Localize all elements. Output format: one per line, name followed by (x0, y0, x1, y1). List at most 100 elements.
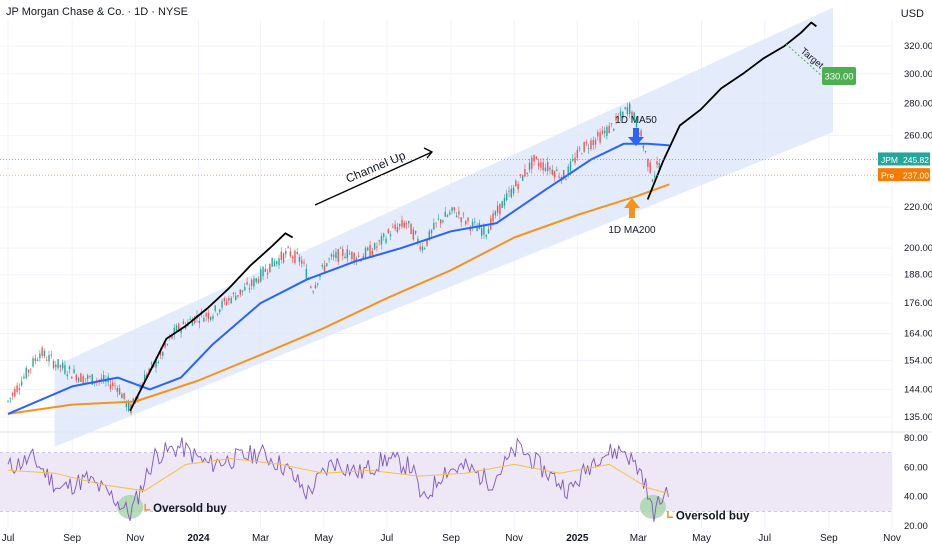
price-candle-body (594, 139, 597, 145)
price-candle-body (82, 376, 84, 384)
channel-up-arrowhead (423, 147, 434, 159)
price-candle-body (14, 388, 16, 397)
price-candle-body (348, 253, 351, 255)
price-candle-body (339, 247, 342, 249)
price-candle-body (346, 249, 349, 259)
price-candle-body (332, 254, 335, 257)
price-candle-body (125, 401, 128, 408)
price-axis-tick: 135.00 (904, 412, 932, 423)
price-candle-body (157, 361, 160, 363)
price-axis-tick: 176.00 (904, 298, 932, 309)
price-candle-body (574, 157, 576, 164)
price-candle-body (116, 387, 119, 393)
price-candle-body (581, 153, 583, 155)
price-candle-body (276, 261, 278, 264)
price-candle-body (371, 250, 374, 255)
time-axis-tick: Nov (883, 533, 901, 544)
price-candle-body (235, 295, 237, 301)
time-axis-tick: Jul (758, 533, 771, 544)
price-axis-tick: 260.00 (904, 130, 932, 141)
price-candle-body (408, 220, 410, 224)
price-candle-body (585, 142, 588, 144)
price-candle-body (39, 353, 41, 359)
price-candle-body (91, 374, 93, 385)
price-candle-body (246, 282, 248, 285)
price-candle-body (89, 375, 91, 377)
price-candle-body (626, 107, 629, 115)
price-candle-body (298, 256, 301, 262)
price-candle-body (531, 157, 533, 169)
price-candle-body (87, 375, 89, 380)
price-candle-body (77, 377, 80, 382)
price-candle-body (565, 179, 567, 181)
price-axis-tick: 144.00 (904, 384, 932, 395)
price-candle-body (282, 253, 285, 263)
price-candle-body (524, 169, 526, 177)
price-axis-tick: 188.00 (904, 270, 932, 281)
price-candle-body (73, 369, 75, 374)
price-candle-body (417, 238, 419, 243)
time-axis-tick: Sep (820, 533, 838, 544)
price-candle-body (328, 258, 330, 260)
price-candle-body (355, 258, 358, 261)
time-axis-tick: Nov (126, 533, 144, 544)
price-candle-body (583, 142, 585, 152)
price-candle-body (647, 158, 649, 167)
price-candle-body (451, 207, 453, 212)
price-candle-body (517, 183, 519, 190)
price-candle-body (264, 268, 267, 272)
price-candle-body (378, 240, 380, 242)
price-axis-tick: 200.00 (904, 243, 932, 254)
price-candle-body (510, 188, 512, 198)
price-candle-body (198, 320, 200, 324)
ma50-arrow (628, 128, 644, 146)
price-candle-body (651, 179, 654, 182)
price-candle-body (285, 251, 287, 255)
price-candle-body (11, 393, 14, 396)
price-candle-body (164, 343, 166, 348)
price-candle-body (303, 262, 305, 264)
price-candle-body (23, 376, 25, 379)
ma50-line (7, 142, 670, 415)
price-candle-body (492, 213, 494, 222)
price-candle-body (640, 130, 642, 137)
price-candle-body (351, 251, 353, 260)
price-candle-body (335, 251, 337, 258)
price-candle-body (428, 231, 430, 241)
price-candle-body (353, 253, 355, 262)
price-candle-body (424, 248, 426, 250)
price-candle-body (617, 117, 620, 119)
pre-price-tag (878, 168, 930, 182)
price-candle-body (102, 375, 105, 382)
price-candle-body (403, 222, 405, 228)
price-candle-body (364, 247, 367, 258)
price-candle-body (155, 360, 157, 368)
price-candle-body (114, 385, 116, 387)
price-candle-body (412, 229, 415, 240)
price-candle-body (123, 392, 125, 399)
price-candle-body (180, 329, 182, 333)
price-candle-body (528, 162, 531, 170)
price-candle-body (392, 226, 394, 228)
price-candle-body (401, 220, 403, 227)
price-candle-body (166, 344, 169, 345)
ma50-label: 1D MA50 (615, 115, 657, 126)
price-candle-body (294, 250, 296, 264)
price-candle-body (499, 203, 501, 215)
jpm-tag-label: JPM (881, 155, 898, 165)
price-candle-body (18, 388, 21, 390)
price-candle-body (59, 365, 62, 368)
oversold-arrow (667, 511, 673, 519)
time-axis-tick: Sep (442, 533, 460, 544)
price-candle-body (241, 290, 244, 292)
price-candle-body (433, 223, 435, 230)
price-candle-body (608, 125, 610, 134)
price-candle-body (512, 187, 515, 194)
price-candle-body (132, 398, 134, 403)
price-candle-body (262, 266, 264, 277)
price-candle-body (426, 239, 428, 246)
price-candle-body (253, 278, 255, 287)
price-candle-body (230, 297, 232, 303)
rsi-band (0, 452, 892, 512)
